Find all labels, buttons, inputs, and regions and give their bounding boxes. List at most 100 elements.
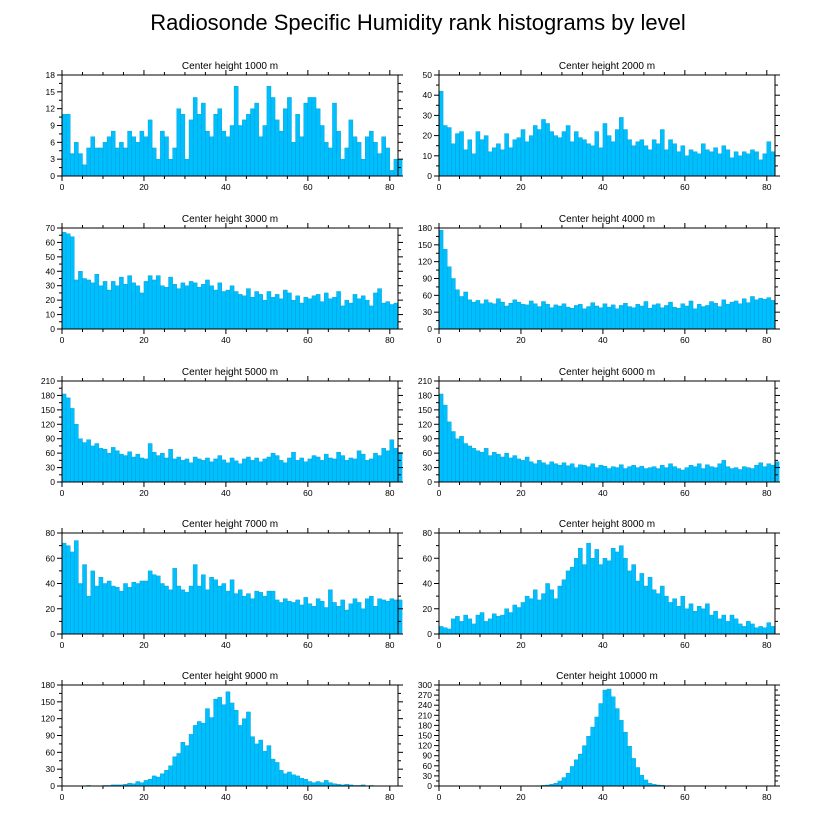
bar [262,299,268,330]
bar [639,573,645,635]
bar [733,300,739,330]
bar [229,579,235,635]
bar [483,448,489,483]
y-tick-label: 30 [423,463,433,473]
bar [319,301,325,330]
bar [135,781,141,787]
bar [586,143,591,177]
bar [237,725,243,787]
bar [746,621,751,635]
bar [307,298,313,330]
bar [143,281,149,330]
bar [639,775,645,787]
bar [180,282,186,330]
panel-5: Center height 5000 m 0 20 40 60 80 0 30 60 90 120 1… [41,367,403,498]
bar [569,766,575,787]
bar [578,753,583,787]
bar [528,598,534,635]
x-tick-label: 40 [221,335,231,345]
y-tick-label: 90 [423,274,433,284]
y-tick-label: 0 [427,629,432,639]
bar [86,279,91,330]
bar [397,599,403,635]
bar [176,108,182,177]
bar [324,453,329,483]
bar [311,782,317,787]
y-tick-label: 30 [423,771,433,781]
bar [373,452,378,483]
bar [229,285,235,330]
bar [197,721,202,787]
bar [287,600,292,635]
x-tick-label: 0 [60,792,65,802]
bar [90,445,95,483]
bar [303,597,309,635]
bar [561,462,567,483]
y-tick-label: 210 [418,376,432,386]
bar [655,143,661,177]
bar [356,142,362,177]
bar [684,305,690,330]
bar [147,443,153,483]
bar [709,301,714,330]
y-tick-label: 120 [418,741,432,751]
bar [192,564,198,635]
bar [750,623,755,635]
bar [696,304,702,330]
bar [467,445,472,483]
bar [528,461,534,483]
y-tick-label: 0 [427,781,432,791]
bar [336,130,341,177]
bar [758,159,763,177]
bar [389,598,395,635]
bar [139,292,145,330]
bar [237,125,243,177]
bar [533,463,538,483]
bar [574,131,579,177]
bar [246,114,251,177]
bar [615,551,620,635]
bar [274,294,280,330]
bar [295,460,300,483]
bar [324,780,329,787]
y-tick-label: 15 [46,87,56,97]
bar [164,770,169,787]
bar [78,153,83,177]
bar [135,285,141,330]
bar [131,136,136,177]
bar [106,452,112,483]
bar [688,603,694,635]
bar [557,305,563,330]
bar [283,108,288,177]
x-tick-label: 20 [139,335,149,345]
bar [319,782,325,787]
bar [254,457,259,483]
x-tick-label: 80 [762,182,772,192]
bar [131,456,136,483]
bar [746,153,751,177]
bar [151,147,157,177]
bar [176,585,182,635]
bar [762,466,768,483]
bar [360,295,366,330]
bar [180,742,186,787]
bar [307,603,313,635]
bar [143,458,149,483]
bar [262,125,268,177]
bar [487,455,493,483]
bar [520,304,526,330]
bar [586,735,591,787]
bar [487,302,493,330]
x-tick-label: 40 [221,182,231,192]
bar [237,294,243,330]
y-tick-label: 150 [418,405,432,415]
bar [283,462,288,483]
bar [217,108,223,177]
bar [360,453,366,483]
bar [201,102,206,177]
bar [578,464,583,483]
panel-7: Center height 7000 m 0 20 40 60 80 0 20 40 60 80 [46,519,403,650]
bar [492,451,497,483]
bar [574,558,579,635]
bar [508,302,513,330]
